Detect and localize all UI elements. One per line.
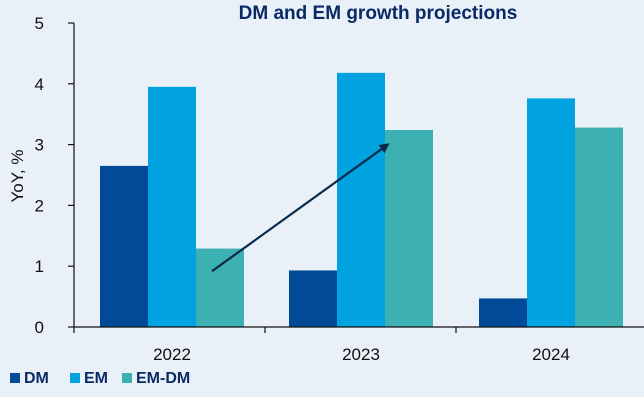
trend-arrow <box>211 143 390 273</box>
legend: DM EM EM-DM <box>10 370 190 387</box>
x-axis: 2022 2023 2024 <box>73 326 644 364</box>
bar-em-2023 <box>337 72 385 327</box>
y-tick-label: 2 <box>35 196 44 215</box>
bar-dm-2024 <box>479 298 527 327</box>
legend-swatch-em <box>70 373 80 383</box>
legend-swatch-em-dm <box>122 373 132 383</box>
legend-label: DM <box>24 370 49 387</box>
bar-em-dm-2022 <box>196 248 244 327</box>
y-axis: 0 1 2 3 4 5 <box>35 14 75 337</box>
y-tick-label: 0 <box>35 318 44 337</box>
bars <box>100 72 623 328</box>
bar-dm-2022 <box>100 165 148 327</box>
x-tick-label: 2022 <box>153 345 191 364</box>
y-axis-label: YoY, % <box>8 150 27 203</box>
legend-label: EM <box>84 370 108 387</box>
bar-em-2022 <box>148 86 196 327</box>
legend-swatch-dm <box>10 373 20 383</box>
y-tick-label: 1 <box>35 257 44 276</box>
x-tick-label: 2024 <box>532 345 570 364</box>
bar-em-2024 <box>527 98 575 327</box>
bar-em-dm-2023 <box>385 130 433 327</box>
x-tick-label: 2023 <box>342 345 380 364</box>
annotation <box>211 143 390 273</box>
y-tick-label: 3 <box>35 136 44 155</box>
chart-title: DM and EM growth projections <box>239 3 518 24</box>
bar-em-dm-2024 <box>575 127 623 328</box>
bar-dm-2023 <box>289 270 337 327</box>
y-tick-label: 5 <box>35 14 44 33</box>
y-tick-label: 4 <box>35 75 44 94</box>
legend-label: EM-DM <box>136 370 190 387</box>
